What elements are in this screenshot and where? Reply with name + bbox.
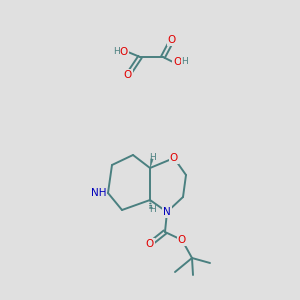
Text: N: N — [163, 207, 171, 217]
Text: O: O — [146, 239, 154, 249]
Text: NH: NH — [91, 188, 106, 198]
Text: H: H — [182, 58, 188, 67]
Text: H: H — [148, 206, 155, 214]
Text: O: O — [120, 47, 128, 57]
Text: O: O — [124, 70, 132, 80]
Text: O: O — [178, 235, 186, 245]
Text: O: O — [173, 57, 181, 67]
Text: H: H — [150, 154, 156, 163]
Text: H: H — [112, 47, 119, 56]
Text: O: O — [170, 153, 178, 163]
Text: O: O — [168, 35, 176, 45]
Polygon shape — [150, 159, 153, 168]
